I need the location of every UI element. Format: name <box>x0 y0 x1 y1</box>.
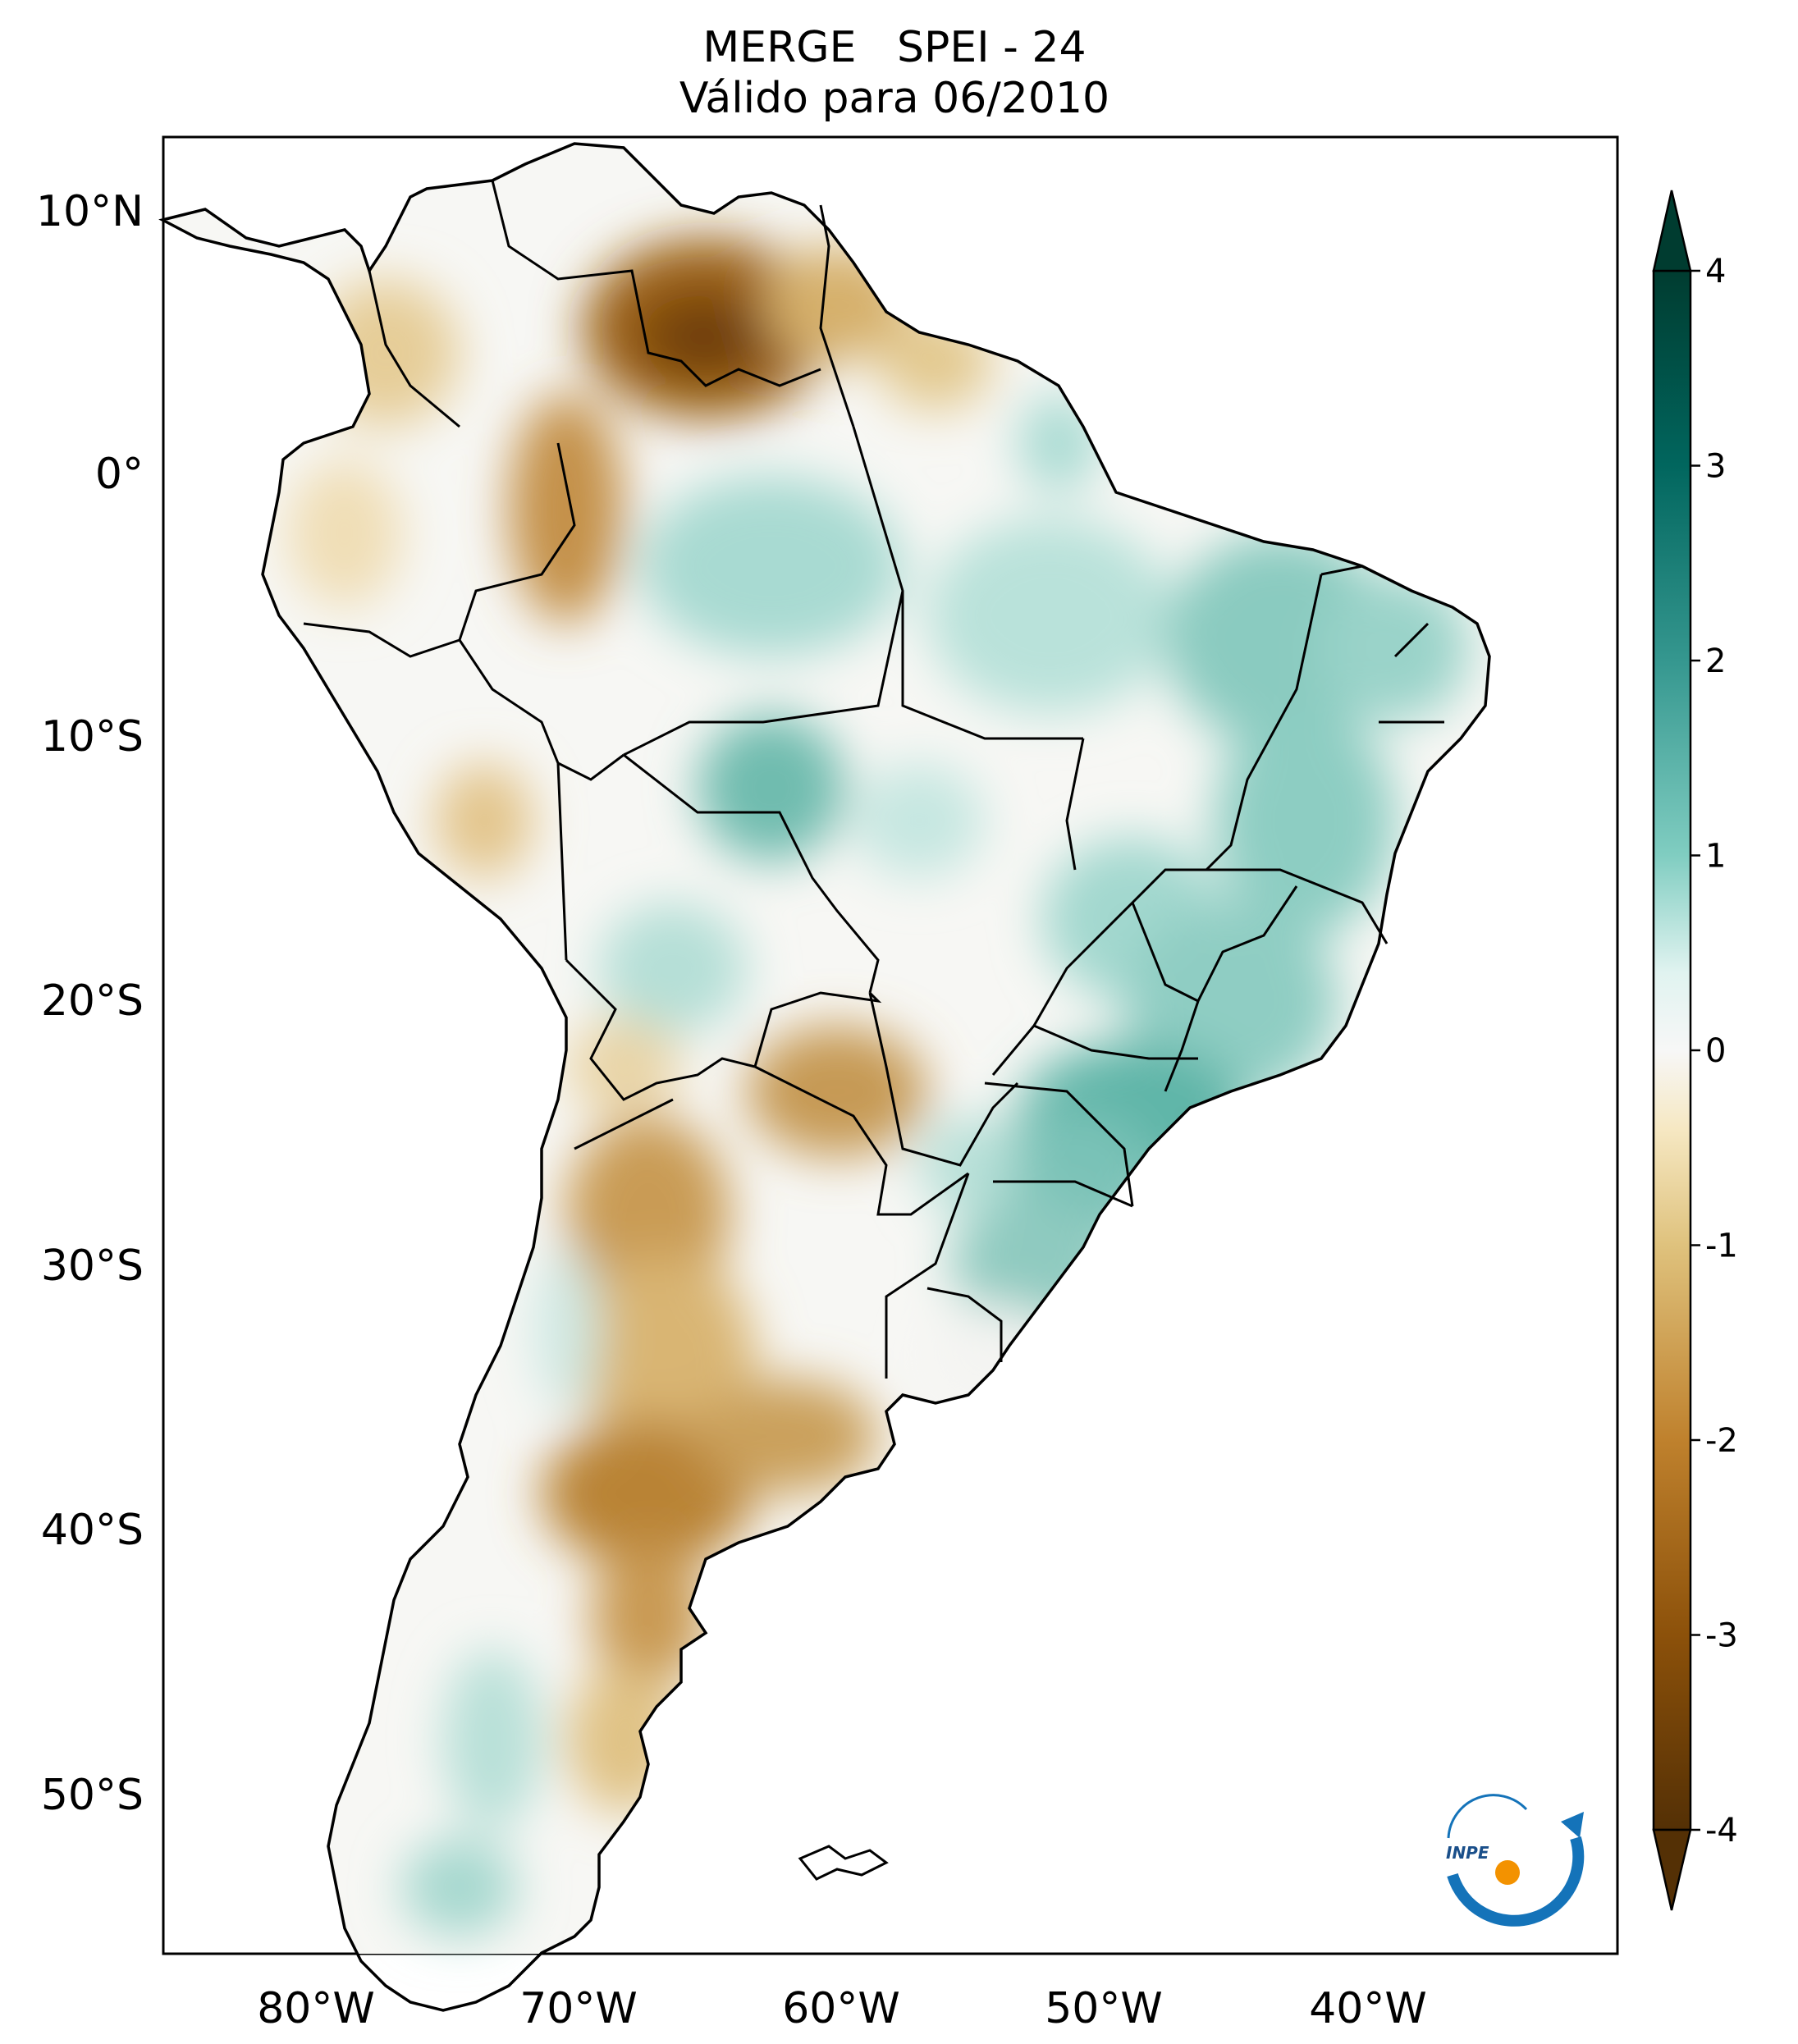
colorbar: 4 3 2 1 0 -1 -2 -3 -4 <box>1652 190 1738 1911</box>
colorbar-label: 3 <box>1705 448 1726 486</box>
lat-tick-label: 20°S <box>41 976 144 1026</box>
colorbar-extend-min <box>1652 1828 1692 1911</box>
colorbar-gradient <box>1652 269 1692 1831</box>
colorbar-label: -1 <box>1705 1228 1738 1265</box>
political-boundaries <box>303 180 1444 1379</box>
lat-tick-label: 10°N <box>36 187 144 236</box>
colorbar-label: -4 <box>1705 1812 1738 1850</box>
lat-tick-label: 0° <box>95 450 144 499</box>
lon-tick-label: 50°W <box>1045 1984 1163 2033</box>
logo-text: INPE <box>1446 1843 1489 1863</box>
falkland-islands <box>798 1845 889 1881</box>
lat-tick-label: 50°S <box>41 1771 144 1820</box>
colorbar-label: 0 <box>1705 1032 1726 1070</box>
logo-sun-icon <box>1495 1860 1520 1885</box>
colorbar-label: -3 <box>1705 1617 1738 1655</box>
map-subtitle: Válido para 06/2010 <box>679 74 1110 123</box>
lat-tick-label: 40°S <box>41 1506 144 1555</box>
lon-tick-label: 60°W <box>782 1984 900 2033</box>
logo-orbit-icon <box>1447 1794 1528 1839</box>
colorbar-extend-max <box>1652 190 1692 272</box>
logo-arrow-icon <box>1561 1812 1584 1838</box>
inpe-logo: INPE <box>1446 1794 1585 1927</box>
colorbar-label: 2 <box>1705 642 1726 680</box>
colorbar-label: -2 <box>1705 1422 1738 1460</box>
lon-tick-label: 40°W <box>1309 1984 1427 2033</box>
map-title: MERGE SPEI - 24 <box>702 23 1087 72</box>
lat-tick-label: 30°S <box>41 1241 144 1291</box>
colorbar-label: 4 <box>1705 253 1726 290</box>
colorbar-label: 1 <box>1705 838 1726 876</box>
lon-tick-label: 80°W <box>257 1984 375 2033</box>
lon-tick-label: 70°W <box>519 1984 638 2033</box>
logo-swoosh-icon <box>1447 1836 1585 1927</box>
lat-tick-label: 10°S <box>41 712 144 761</box>
